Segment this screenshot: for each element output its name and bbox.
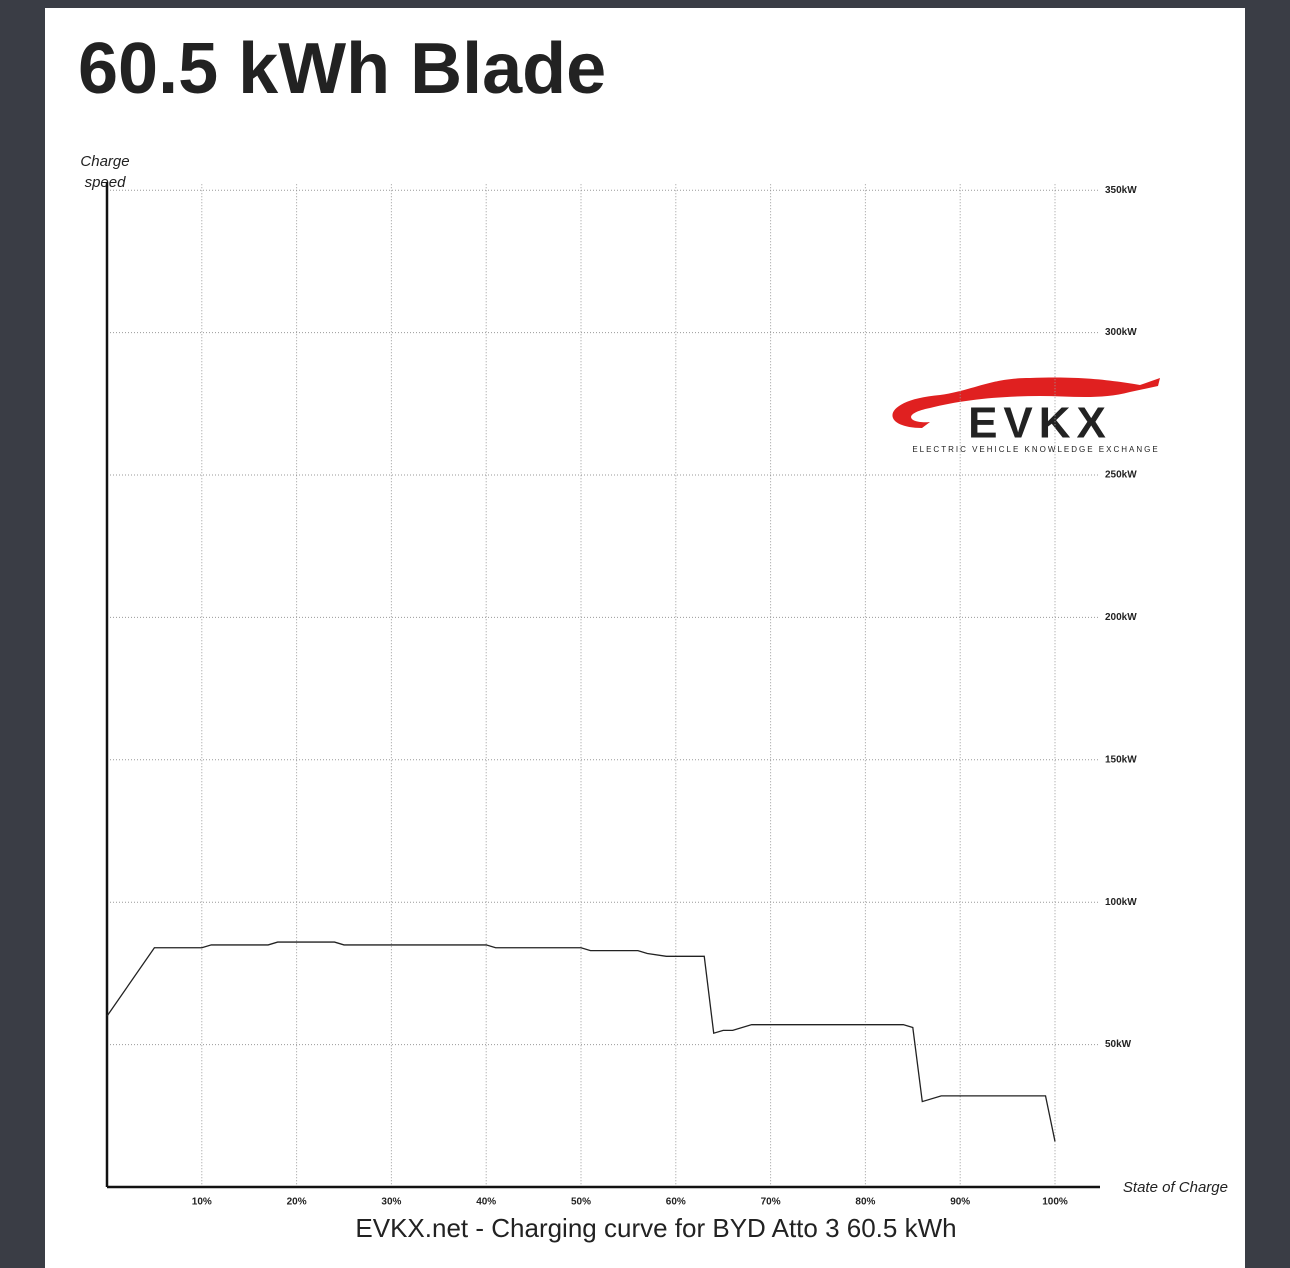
x-tick-label: 100% — [1042, 1197, 1068, 1208]
x-tick-label: 30% — [381, 1197, 401, 1208]
x-tick-label: 40% — [476, 1197, 496, 1208]
panel — [45, 8, 1245, 1268]
x-tick-label: 80% — [855, 1197, 875, 1208]
y-tick-label: 100kW — [1105, 897, 1137, 908]
x-tick-label: 20% — [287, 1197, 307, 1208]
x-axis-label: State of Charge — [1123, 1179, 1228, 1196]
logo-tagline: ELECTRIC VEHICLE KNOWLEDGE EXCHANGE — [912, 445, 1159, 454]
x-tick-label: 90% — [950, 1197, 970, 1208]
y-tick-label: 200kW — [1105, 612, 1137, 623]
series-line — [106, 941, 1056, 1142]
caption: EVKX.net - Charging curve for BYD Atto 3… — [355, 1213, 956, 1243]
x-tick-label: 50% — [571, 1197, 591, 1208]
y-tick-label: 250kW — [1105, 470, 1137, 481]
x-tick-label: 70% — [761, 1197, 781, 1208]
x-tick-label: 10% — [192, 1197, 212, 1208]
chart-title: 60.5 kWh Blade — [78, 29, 606, 109]
y-tick-label: 150kW — [1105, 754, 1137, 765]
logo: EVKX ELECTRIC VEHICLE KNOWLEDGE EXCHANGE — [892, 377, 1160, 454]
y-axis-label: Charge speed — [80, 153, 129, 191]
y-tick-label: 300kW — [1105, 327, 1137, 338]
x-tick-label: 60% — [666, 1197, 686, 1208]
logo-car — [892, 377, 1160, 428]
y-tick-label: 50kW — [1105, 1039, 1132, 1050]
logo-text: EVKX — [968, 399, 1112, 448]
y-tick-label: 350kW — [1105, 185, 1137, 196]
